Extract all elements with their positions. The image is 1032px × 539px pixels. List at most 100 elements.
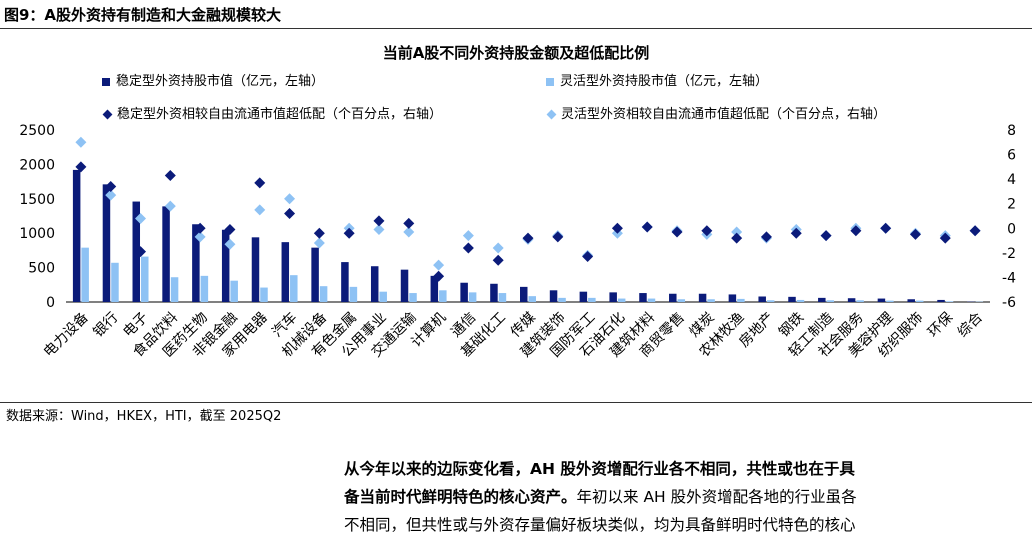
bar-flex [946,301,954,302]
bar-flex [558,298,566,302]
para-line-2: 备当前时代鲜明特色的核心资产。年初以来 AH 股外资增配各地的行业虽各 [344,483,1030,511]
bar-flex [469,292,477,302]
bar-stable [729,294,737,302]
bar-stable [818,298,826,302]
bar-flex [141,257,149,302]
bar-stable [758,296,766,302]
x-category-label: 综合 [955,310,986,341]
dot-flex [254,204,265,215]
legend-stable-bar: 稳定型外资持股市值（亿元，左轴） [102,70,324,89]
dot-stable [880,223,891,234]
bar-stable [580,292,588,302]
bar-flex [916,301,924,302]
bar-flex [767,300,775,302]
bar-stable [103,184,111,302]
dot-stable [493,255,504,266]
bar-flex [230,281,238,302]
y-right-tick-label: -6 [1002,295,1016,311]
dot-flex [314,238,325,249]
y-left-tick-label: 500 [28,261,55,277]
bar-stable [371,266,379,302]
dot-stable [761,231,772,242]
bar-flex [707,299,715,302]
bar-stable [609,292,617,302]
bar-stable [639,293,647,302]
bar-flex [439,290,447,302]
y-left-tick-label: 1500 [19,192,55,208]
x-category-label: 银行 [90,310,121,341]
y-right-tick-label: -4 [1002,270,1016,286]
dot-stable [582,251,593,262]
bar-flex [111,263,119,302]
bar-flex [409,293,417,302]
x-category-label: 房地产 [736,310,777,351]
dot-flex [463,230,474,241]
bar-stable [520,287,528,302]
dot-flex [433,260,444,271]
bar-flex [797,300,805,302]
legend-diamond-icon [103,110,113,120]
dot-stable [165,170,176,181]
dot-stable [314,228,325,239]
dot-flex [493,242,504,253]
legend-square-icon [102,78,110,86]
y-right-tick-label: 0 [1007,221,1016,237]
bar-flex [81,248,89,302]
y-right-tick-label: -2 [1002,246,1016,262]
para-line-1: 从今年以来的边际变化看，AH 股外资增配行业各不相同，共性或也在于具 [344,455,1030,483]
bar-flex [886,301,894,302]
y-left-tick-label: 1000 [19,226,55,242]
bar-stable [937,300,945,302]
x-category-label: 电力设备 [40,309,92,361]
dot-stable [463,242,474,253]
dot-stable [970,225,981,236]
bar-stable [878,299,886,302]
legend-diamond-icon [547,110,557,120]
y-right-tick-label: 2 [1007,197,1016,213]
y-left-tick-label: 0 [46,295,55,311]
dot-stable [642,222,653,233]
dot-stable [731,233,742,244]
bar-stable [73,170,81,302]
bar-flex [618,299,626,302]
bar-flex [290,275,298,302]
source-note: 数据来源：Wind，HKEX，HTI，截至 2025Q2 [6,405,281,424]
y-left-tick-label: 2500 [19,123,55,139]
dot-stable [552,231,563,242]
bar-stable [282,242,290,302]
dot-stable [821,230,832,241]
dot-stable [373,215,384,226]
bar-stable [669,294,677,302]
bar-stable [311,248,319,302]
dot-stable [284,208,295,219]
y-right-tick-label: 8 [1007,123,1016,139]
dot-stable [672,226,683,237]
bar-flex [320,286,328,302]
dot-stable [403,218,414,229]
dot-flex [284,193,295,204]
body-paragraph: 从今年以来的边际变化看，AH 股外资增配行业各不相同，共性或也在于具 备当前时代… [344,455,1030,539]
para-line-3: 不相同，但共性或与外资存量偏好板块类似，均为具备鲜明时代特色的核心 [344,511,1030,539]
dot-stable [523,233,534,244]
bar-flex [379,292,387,302]
legend-flex-bar: 灵活型外资持股市值（亿元，左轴） [546,70,768,89]
bar-stable [550,290,558,302]
bar-flex [678,299,686,302]
y-right-tick-label: 6 [1007,148,1016,164]
y-left-tick-label: 2000 [19,157,55,173]
x-category-label: 计算机 [408,310,449,351]
legend-square-icon [546,78,554,86]
bar-stable [401,270,409,302]
bar-stable [490,284,498,302]
dot-flex [75,137,86,148]
chart-title: 当前A股不同外资持股金额及超低配比例 [0,42,1032,63]
bar-flex [201,276,209,302]
bar-flex [737,299,745,302]
dot-stable [254,177,265,188]
dot-stable [910,229,921,240]
bar-stable [699,294,707,302]
bar-stable [460,283,468,302]
bar-flex [499,293,507,302]
chart-canvas: 05001000150020002500-6-4-202468电力设备银行电子食… [0,120,1032,400]
bar-flex [856,300,864,302]
